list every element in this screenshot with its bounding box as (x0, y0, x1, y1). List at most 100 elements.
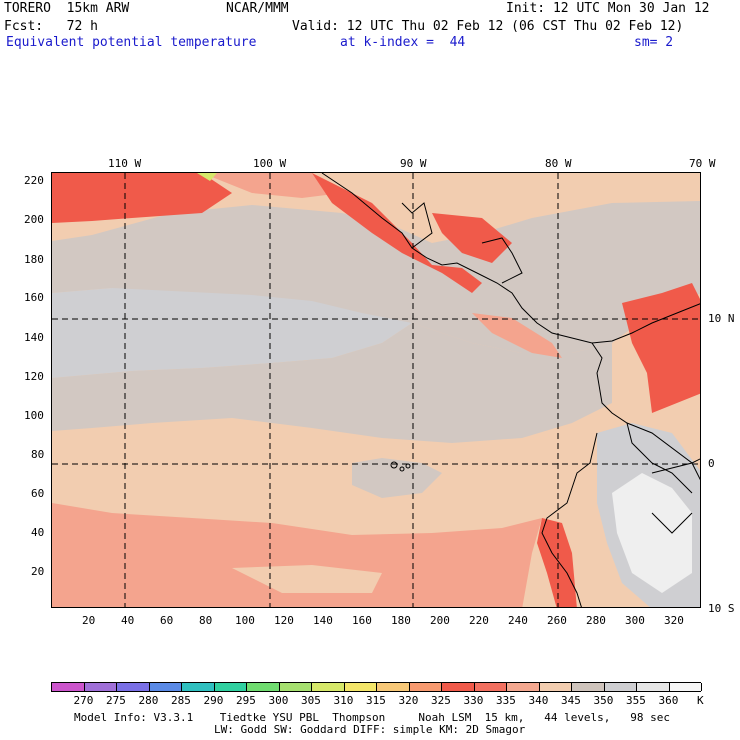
colorbar-tick-label: 280 (138, 694, 159, 707)
map-fill-field (52, 173, 700, 607)
border-ecuador-peru (626, 422, 693, 494)
coastline-colombia (591, 342, 700, 481)
x-tick-320: 320 (664, 614, 684, 627)
lat-label-0: 0 (708, 457, 715, 470)
colorbar-swatch (312, 683, 345, 691)
fill-red-mexico-coast (312, 173, 482, 293)
colorbar-tick-label: 315 (366, 694, 386, 707)
init-time: Init: 12 UTC Mon 30 Jan 12 (506, 1, 710, 16)
x-tick-240: 240 (508, 614, 528, 627)
colorbar-tick-label: 310 (333, 694, 354, 707)
fill-gray-north (52, 201, 700, 353)
colorbar-swatch (344, 683, 377, 691)
y-tick-40: 40 (31, 526, 45, 539)
fill-red-guatemala (432, 213, 512, 263)
lat-lon-grid (52, 173, 700, 607)
colorbar-tick-label: 305 (301, 694, 321, 707)
model-info: Model Info: V3.3.1 Tiedtke YSU PBL Thomp… (74, 711, 671, 724)
valid-time: Valid: 12 UTC Thu 02 Feb 12 (06 CST Thu … (292, 19, 684, 34)
colorbar-swatch (149, 683, 182, 691)
island-galapagos-2 (399, 466, 405, 472)
border-guatemala (401, 202, 433, 249)
border-peru-brazil (651, 458, 700, 474)
colorbar-tick-label: 300 (268, 694, 289, 707)
lat-label-10s: 10 S (708, 602, 735, 615)
y-tick-160: 160 (24, 291, 44, 304)
y-tick-60: 60 (31, 487, 45, 500)
colorbar-swatch (572, 683, 605, 691)
colorbar-tick-label: 355 (626, 694, 646, 707)
model-title: TORERO 15km ARW (4, 1, 130, 16)
y-tick-140: 140 (24, 331, 44, 344)
fill-red-northwest (52, 173, 232, 223)
colorbar-tick-label: 285 (171, 694, 191, 707)
map-panel (51, 172, 701, 608)
colorbar-tick-label: 350 (593, 694, 614, 707)
x-tick-180: 180 (391, 614, 411, 627)
fill-white-andes (612, 473, 692, 593)
colorbar-swatch (409, 683, 442, 691)
colorbar-tick-label: 325 (431, 694, 451, 707)
map-overlay (52, 173, 700, 607)
y-tick-100: 100 (24, 409, 44, 422)
colorbar-tick-label: 360 (658, 694, 679, 707)
colorbar-swatch (117, 683, 150, 691)
island-galapagos-1 (390, 461, 398, 469)
colorbar-swatch (52, 683, 85, 691)
y-tick-200: 200 (24, 213, 44, 226)
lat-label-10n: 10 N (708, 312, 735, 325)
colorbar-tick-label: 290 (203, 694, 224, 707)
lon-label-70w: 70 W (689, 157, 716, 170)
y-tick-180: 180 (24, 253, 44, 266)
colorbar-swatch (442, 683, 475, 691)
level-index: at k-index = 44 (340, 35, 466, 50)
x-tick-160: 160 (352, 614, 372, 627)
fill-gray-galapagos (352, 458, 442, 498)
x-tick-80: 80 (199, 614, 213, 627)
x-tick-220: 220 (469, 614, 489, 627)
coastline-central-america (321, 173, 700, 344)
colorbar (51, 682, 702, 692)
x-tick-260: 260 (547, 614, 567, 627)
colorbar-swatch (539, 683, 572, 691)
border-peru-bolivia (651, 512, 693, 534)
fill-lightgray-west (52, 288, 412, 378)
colorbar-swatch (377, 683, 410, 691)
x-tick-200: 200 (430, 614, 450, 627)
lon-label-100w: 100 W (253, 157, 287, 170)
x-tick-100: 100 (235, 614, 255, 627)
x-tick-20: 20 (82, 614, 96, 627)
fill-salmon-south (52, 503, 542, 607)
colorbar-tick-label: 335 (496, 694, 516, 707)
colorbar-swatch (474, 683, 507, 691)
colorbar-tick-label: 330 (463, 694, 484, 707)
y-tick-220: 220 (24, 174, 44, 187)
forecast-hour: Fcst: 72 h (4, 19, 98, 34)
colorbar-tick-label: 295 (236, 694, 256, 707)
x-tick-60: 60 (160, 614, 174, 627)
colorbar-swatch (669, 683, 702, 691)
colorbar-swatch (214, 683, 247, 691)
y-tick-120: 120 (24, 370, 44, 383)
x-tick-140: 140 (313, 614, 333, 627)
colorbar-swatch (507, 683, 540, 691)
institution-label: NCAR/MMM (226, 1, 289, 16)
colorbar-tick-label: 340 (528, 694, 549, 707)
colorbar-swatch (604, 683, 637, 691)
fill-red-colombia (622, 283, 700, 413)
border-honduras (481, 237, 523, 284)
colorbar-tick-label: 270 (73, 694, 94, 707)
x-tick-40: 40 (121, 614, 135, 627)
fill-red-peru-coast (537, 518, 577, 607)
y-tick-80: 80 (31, 448, 45, 461)
colorbar-swatch (637, 683, 670, 691)
fill-gray-mid (52, 323, 612, 443)
lon-label-110w: 110 W (108, 157, 142, 170)
x-tick-300: 300 (625, 614, 645, 627)
fill-salmon-north (202, 173, 342, 198)
fill-salmon-costa-rica (472, 313, 562, 358)
colorbar-swatch (247, 683, 280, 691)
coastline-peru (541, 432, 598, 607)
fill-yellow-spot (197, 173, 217, 181)
lon-label-90w: 90 W (400, 157, 427, 170)
